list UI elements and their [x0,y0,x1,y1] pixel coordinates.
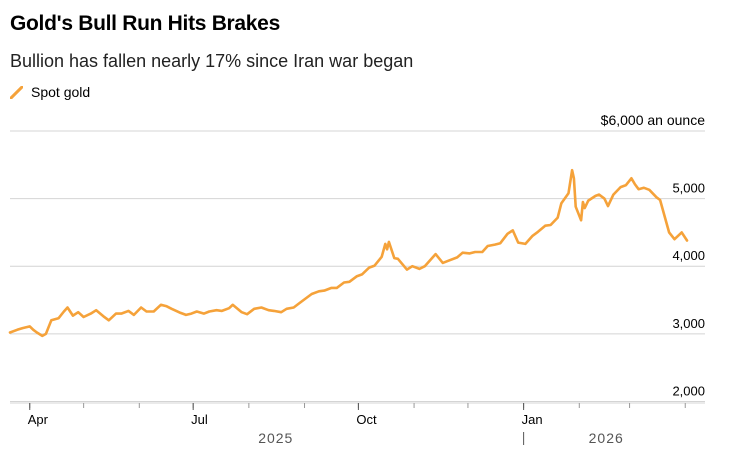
x-tick-label-apr: Apr [28,412,49,427]
legend-line-icon [10,85,23,99]
y-tick-label-4000: 4,000 [672,248,705,263]
chart-legend: Spot gold [10,84,90,100]
legend-label: Spot gold [31,84,91,100]
spot-gold-line [8,168,689,338]
year-label-2026: 2026 [589,430,624,446]
y-tick-label-6000: $6,000 an ounce [601,112,706,128]
x-tick-label-jul: Jul [191,412,208,427]
chart-subtitle: Bullion has fallen nearly 17% since Iran… [10,51,414,71]
y-tick-label-3000: 3,000 [672,316,705,331]
year-label-2025: 2025 [258,430,293,446]
y-tick-label-2000: 2,000 [672,383,705,398]
x-tick-label-jan: Jan [522,412,543,427]
chart-title: Gold's Bull Run Hits Brakes [10,12,280,35]
x-tick-label-oct: Oct [356,412,377,427]
y-tick-label-5000: 5,000 [672,181,705,196]
